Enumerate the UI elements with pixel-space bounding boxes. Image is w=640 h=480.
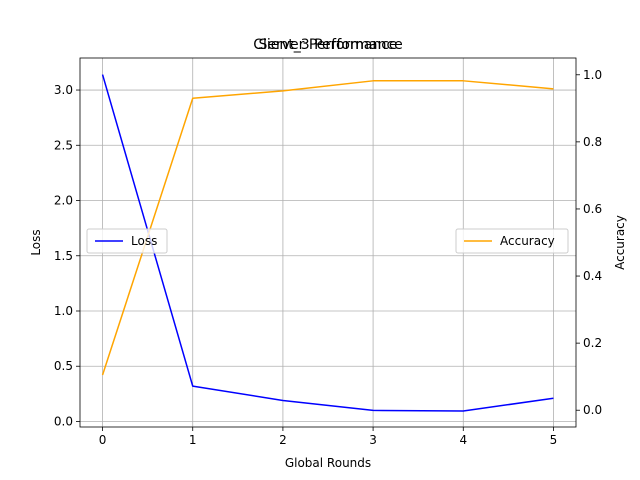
legend-accuracy-box xyxy=(455,228,569,254)
y-left-tick-label-2: 2.0 xyxy=(54,194,73,208)
y-axis-right-ticks: 0.0 0.2 0.4 0.6 0.8 1.0 xyxy=(576,68,602,417)
y-axis-right-label: Accuracy xyxy=(613,215,627,270)
legend-loss: Loss xyxy=(86,228,168,254)
y-right-tick-label-1: 1.0 xyxy=(583,68,602,82)
x-tick-label-2: 2 xyxy=(279,433,287,447)
legend-accuracy: Accuracy xyxy=(455,228,569,254)
y-right-tick-label-0.4: 0.4 xyxy=(583,269,602,283)
y-right-tick-label-0: 0.0 xyxy=(583,403,602,417)
chart-title-client: Client_3 Performance xyxy=(253,37,403,53)
y-axis-left-ticks: 0.0 0.5 1.0 1.5 2.0 2.5 3.0 xyxy=(54,83,80,428)
x-tick-label-5: 5 xyxy=(550,433,558,447)
x-tick-label-0: 0 xyxy=(99,433,107,447)
series-line-loss xyxy=(101,74,554,412)
y-left-tick-label-0.5: 0.5 xyxy=(54,359,73,373)
y-left-tick-label-2.5: 2.5 xyxy=(54,138,73,152)
x-tick-label-4: 4 xyxy=(459,433,467,447)
legend-loss-box xyxy=(86,228,168,254)
y-left-tick-label-3: 3.0 xyxy=(54,83,73,97)
y-axis-left-label: Loss xyxy=(29,229,43,255)
grid-lines xyxy=(80,58,576,427)
y-right-tick-label-0.2: 0.2 xyxy=(583,336,602,350)
series-line-accuracy xyxy=(101,80,554,376)
chart-title-server: Server Performance xyxy=(258,37,397,53)
plot-frame xyxy=(79,57,577,428)
y-right-tick-label-0.6: 0.6 xyxy=(583,202,602,216)
series-lines xyxy=(101,74,554,412)
y-left-tick-label-1: 1.0 xyxy=(54,304,73,318)
x-tick-label-3: 3 xyxy=(369,433,377,447)
legend-accuracy-label: Accuracy xyxy=(500,234,555,248)
legend-loss-label: Loss xyxy=(131,234,157,248)
x-axis-ticks: 0 1 2 3 4 5 xyxy=(99,427,558,447)
y-right-tick-label-0.8: 0.8 xyxy=(583,135,602,149)
y-left-tick-label-0: 0.0 xyxy=(54,414,73,428)
x-axis-label: Global Rounds xyxy=(285,456,371,470)
x-tick-label-1: 1 xyxy=(189,433,197,447)
y-left-tick-label-1.5: 1.5 xyxy=(54,249,73,263)
